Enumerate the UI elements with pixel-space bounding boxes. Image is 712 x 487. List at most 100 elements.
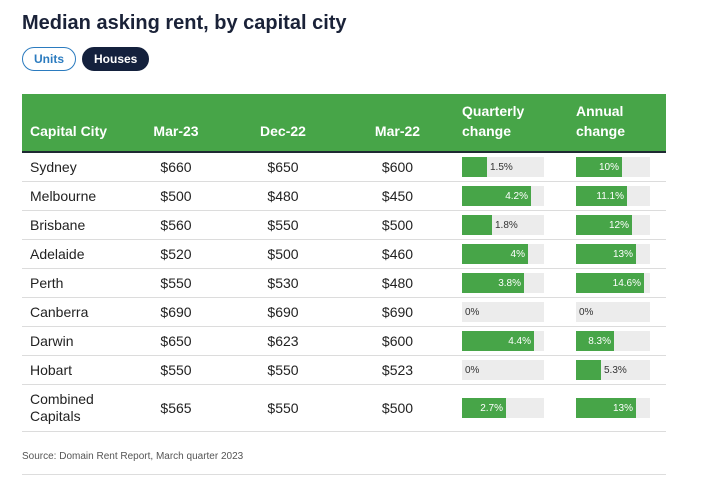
quarterly-change-label: 4% [510, 248, 525, 260]
quarterly-change-track: 1.5% [462, 157, 544, 177]
annual-change-label: 10% [598, 161, 619, 173]
dec-22-cell: $550 [233, 210, 333, 240]
annual-change-track: 13% [576, 398, 650, 418]
table-row: Brisbane $560 $550 $500 1.8% 12% [22, 210, 666, 240]
annual-change-label: 14.6% [612, 277, 641, 289]
quarterly-change-label: 1.5% [490, 161, 513, 173]
dec-22-cell: $550 [233, 355, 333, 385]
annual-change-label: 13% [612, 248, 633, 260]
quarterly-change-bar [462, 215, 492, 235]
quarterly-change-track: 0% [462, 360, 544, 380]
units-toggle-button[interactable]: Units [22, 47, 76, 71]
dec-22-cell: $480 [233, 181, 333, 211]
annual-change-track: 11.1% [576, 186, 650, 206]
quarterly-change-label: 4.2% [505, 190, 528, 202]
annual-change-label: 0% [579, 306, 594, 318]
annual-change-cell: 13% [576, 239, 666, 269]
mar-22-cell: $500 [333, 384, 462, 432]
quarterly-change-cell: 3.8% [462, 268, 576, 298]
annual-change-label: 12% [608, 219, 629, 231]
dec-22-cell: $623 [233, 326, 333, 356]
mar-23-cell: $660 [119, 152, 233, 182]
quarterly-change-cell: 4% [462, 239, 576, 269]
header-capital-city: Capital City [22, 94, 119, 152]
mar-23-cell: $650 [119, 326, 233, 356]
annual-change-label: 13% [612, 402, 633, 414]
quarterly-change-track: 4.4% [462, 331, 544, 351]
mar-23-cell: $520 [119, 239, 233, 269]
quarterly-change-track: 0% [462, 302, 544, 322]
city-cell: Canberra [22, 297, 119, 327]
dec-22-cell: $650 [233, 152, 333, 182]
quarterly-change-label: 1.8% [495, 219, 518, 231]
annual-change-track: 0% [576, 302, 650, 322]
annual-change-cell: 11.1% [576, 181, 666, 211]
quarterly-change-bar [462, 186, 531, 206]
quarterly-change-cell: 0% [462, 297, 576, 327]
quarterly-change-cell: 1.8% [462, 210, 576, 240]
quarterly-change-label: 4.4% [508, 335, 531, 347]
city-cell: Melbourne [22, 181, 119, 211]
city-cell: Combined Capitals [22, 384, 119, 432]
header-annual-change: Annual change [576, 94, 666, 152]
mar-22-cell: $523 [333, 355, 462, 385]
annual-change-cell: 14.6% [576, 268, 666, 298]
annual-change-bar [576, 244, 636, 264]
mar-22-cell: $460 [333, 239, 462, 269]
annual-change-label: 8.3% [588, 335, 611, 347]
quarterly-change-track: 2.7% [462, 398, 544, 418]
annual-change-track: 5.3% [576, 360, 650, 380]
rent-table: Capital City Mar-23 Dec-22 Mar-22 Quarte… [22, 94, 666, 432]
annual-change-track: 12% [576, 215, 650, 235]
chart-title: Median asking rent, by capital city [22, 12, 347, 34]
quarterly-change-label: 0% [465, 364, 480, 376]
annual-change-bar [576, 186, 627, 206]
annual-change-bar [576, 398, 636, 418]
footer-divider [22, 474, 666, 475]
header-mar-22: Mar-22 [333, 94, 462, 152]
annual-change-cell: 5.3% [576, 355, 666, 385]
city-cell: Hobart [22, 355, 119, 385]
annual-change-track: 10% [576, 157, 650, 177]
houses-toggle-button[interactable]: Houses [82, 47, 150, 71]
quarterly-change-label: 2.7% [480, 402, 503, 414]
quarterly-change-cell: 4.2% [462, 181, 576, 211]
city-cell: Darwin [22, 326, 119, 356]
dec-22-cell: $550 [233, 384, 333, 432]
annual-change-cell: 10% [576, 152, 666, 182]
annual-change-cell: 0% [576, 297, 666, 327]
header-mar-23: Mar-23 [119, 94, 233, 152]
quarterly-change-bar [462, 157, 487, 177]
annual-change-bar [576, 360, 601, 380]
annual-change-label: 11.1% [596, 190, 624, 202]
mar-22-cell: $600 [333, 326, 462, 356]
annual-change-cell: 13% [576, 384, 666, 432]
table-row: Melbourne $500 $480 $450 4.2% 11.1% [22, 181, 666, 211]
dec-22-cell: $530 [233, 268, 333, 298]
quarterly-change-cell: 2.7% [462, 384, 576, 432]
annual-change-label: 5.3% [604, 364, 627, 376]
annual-change-cell: 12% [576, 210, 666, 240]
mar-23-cell: $565 [119, 384, 233, 432]
quarterly-change-bar [462, 331, 534, 351]
quarterly-change-cell: 1.5% [462, 152, 576, 182]
quarterly-change-track: 4.2% [462, 186, 544, 206]
table-row: Combined Capitals $565 $550 $500 2.7% 13% [22, 384, 666, 432]
mar-22-cell: $450 [333, 181, 462, 211]
quarterly-change-bar [462, 273, 524, 293]
table-row: Hobart $550 $550 $523 0% 5.3% [22, 355, 666, 385]
header-quarterly-change: Quarterly change [462, 94, 576, 152]
city-cell: Brisbane [22, 210, 119, 240]
table-row: Canberra $690 $690 $690 0% 0% [22, 297, 666, 327]
table-body: Sydney $660 $650 $600 1.5% 10% Melbourne $500 $4… [22, 152, 666, 432]
mar-22-cell: $600 [333, 152, 462, 182]
quarterly-change-cell: 4.4% [462, 326, 576, 356]
mar-22-cell: $480 [333, 268, 462, 298]
mar-23-cell: $550 [119, 268, 233, 298]
quarterly-change-bar [462, 398, 506, 418]
source-note: Source: Domain Rent Report, March quarte… [22, 451, 244, 462]
mar-23-cell: $690 [119, 297, 233, 327]
city-cell: Adelaide [22, 239, 119, 269]
mar-23-cell: $500 [119, 181, 233, 211]
quarterly-change-cell: 0% [462, 355, 576, 385]
